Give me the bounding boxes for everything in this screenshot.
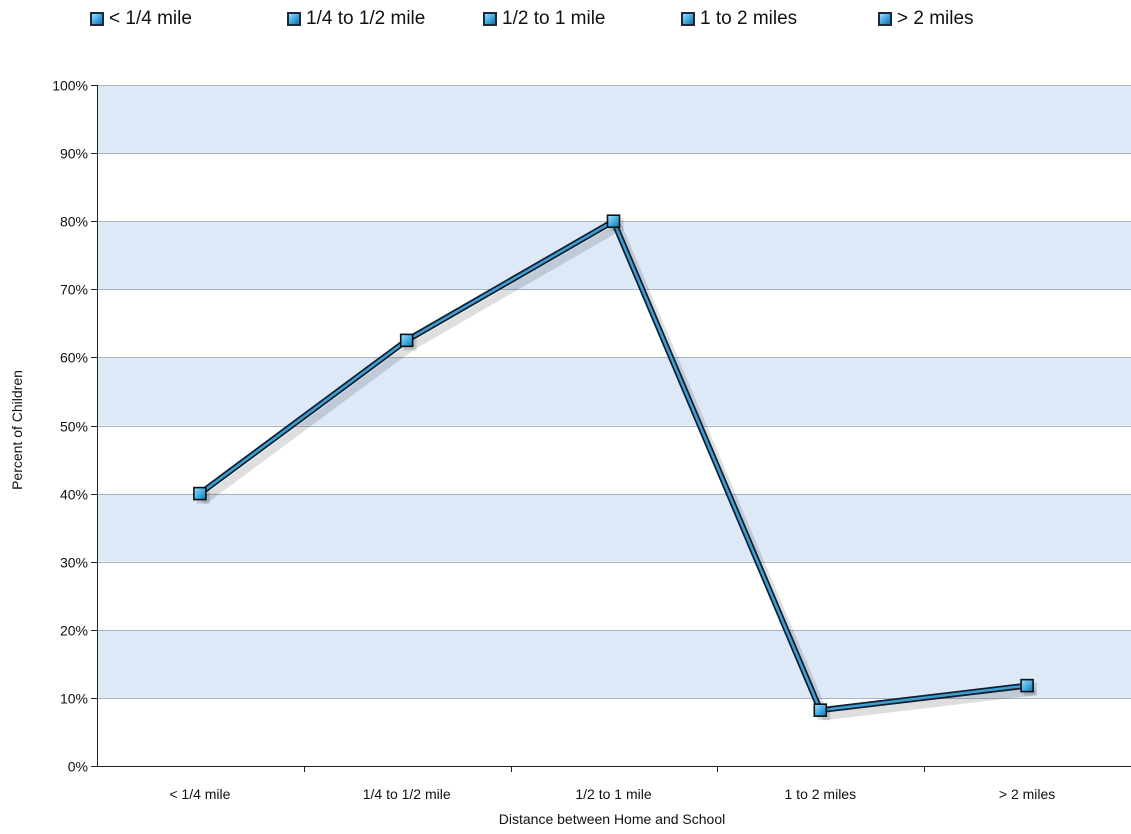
legend-label: 1 to 2 miles bbox=[700, 8, 798, 29]
y-tick-label: 0% bbox=[68, 759, 88, 775]
data-series bbox=[193, 214, 1038, 721]
data-point bbox=[813, 703, 828, 717]
y-tick-label: 80% bbox=[60, 214, 88, 230]
x-axis-title: Distance between Home and School bbox=[499, 811, 725, 827]
y-tick-label: 20% bbox=[60, 623, 88, 639]
x-axis-ticks: < 1/4 mile 1/4 to 1/2 mile 1/2 to 1 mile 1 … bbox=[169, 766, 1055, 802]
legend-swatch-icon bbox=[287, 12, 301, 26]
x-tick-label: < 1/4 mile bbox=[169, 786, 230, 802]
y-tick-label: 70% bbox=[60, 282, 88, 298]
legend: < 1/4 mile 1/4 to 1/2 mile 1/2 to 1 mile… bbox=[0, 0, 1131, 40]
plot-bands bbox=[97, 85, 1131, 698]
legend-item: < 1/4 mile bbox=[90, 8, 192, 30]
data-point bbox=[399, 333, 414, 348]
y-axis-title: Percent of Children bbox=[9, 370, 25, 490]
y-tick-label: 30% bbox=[60, 555, 88, 571]
x-tick-label: 1 to 2 miles bbox=[785, 786, 857, 802]
plot-band bbox=[97, 493, 1131, 562]
legend-item: 1/2 to 1 mile bbox=[483, 8, 606, 30]
legend-swatch-icon bbox=[681, 12, 695, 26]
legend-item: 1/4 to 1/2 mile bbox=[287, 8, 425, 30]
data-point bbox=[606, 214, 621, 228]
x-tick-label: 1/2 to 1 mile bbox=[575, 786, 651, 802]
legend-swatch-icon bbox=[483, 12, 497, 26]
x-tick-label: 1/4 to 1/2 mile bbox=[363, 786, 451, 802]
x-tick-label: > 2 miles bbox=[999, 786, 1055, 802]
data-point bbox=[1020, 678, 1034, 693]
plot-band bbox=[97, 85, 1131, 154]
gridlines bbox=[97, 85, 1131, 699]
y-tick-label: 60% bbox=[60, 350, 88, 366]
legend-item: > 2 miles bbox=[878, 8, 974, 30]
data-point bbox=[193, 486, 207, 501]
legend-label: 1/2 to 1 mile bbox=[502, 8, 606, 29]
legend-item: 1 to 2 miles bbox=[681, 8, 797, 30]
legend-label: < 1/4 mile bbox=[109, 8, 192, 29]
legend-swatch-icon bbox=[90, 12, 104, 26]
legend-swatch-icon bbox=[878, 12, 892, 26]
y-tick-label: 40% bbox=[60, 487, 88, 503]
plot-band bbox=[97, 629, 1131, 698]
y-tick-label: 90% bbox=[60, 146, 88, 162]
axes bbox=[97, 85, 1131, 767]
legend-label: 1/4 to 1/2 mile bbox=[306, 8, 426, 29]
plot-band bbox=[97, 221, 1131, 290]
y-tick-label: 50% bbox=[60, 419, 88, 435]
y-tick-label: 100% bbox=[52, 78, 88, 94]
legend-label: > 2 miles bbox=[897, 8, 974, 29]
y-tick-label: 10% bbox=[60, 691, 88, 707]
y-axis-ticks: 0% 10% 20% 30% 40% 50% 60% 70% 80% 90% 100% bbox=[52, 78, 97, 775]
plot-band bbox=[97, 357, 1131, 426]
